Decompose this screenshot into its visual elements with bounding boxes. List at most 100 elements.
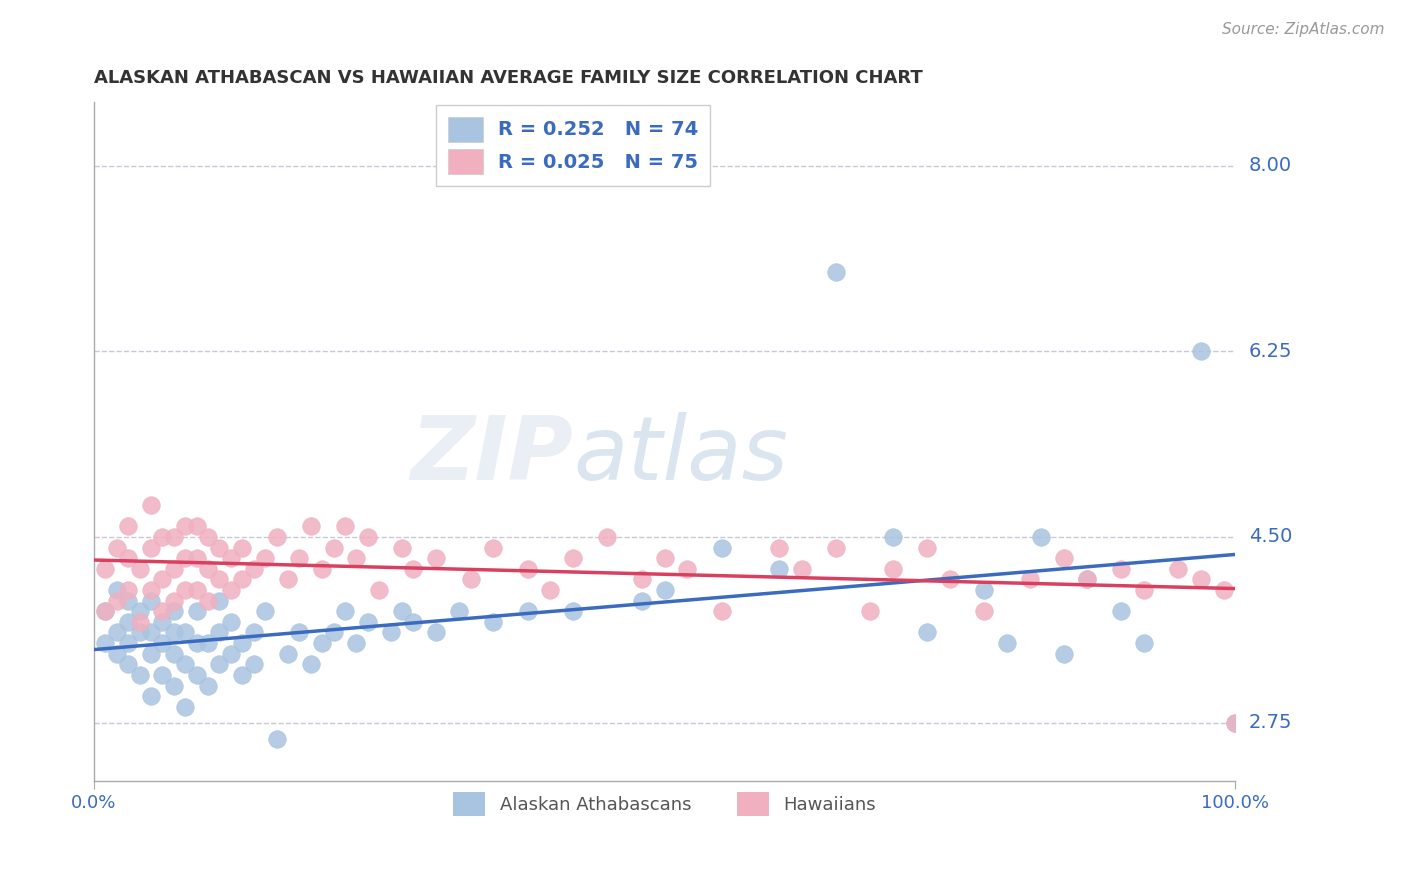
- Point: [288, 625, 311, 640]
- Point: [824, 541, 846, 555]
- Point: [538, 582, 561, 597]
- Point: [482, 615, 505, 629]
- Point: [208, 625, 231, 640]
- Point: [208, 593, 231, 607]
- Point: [186, 604, 208, 618]
- Point: [231, 636, 253, 650]
- Point: [128, 625, 150, 640]
- Point: [152, 604, 174, 618]
- Point: [562, 604, 585, 618]
- Point: [219, 615, 242, 629]
- Point: [973, 604, 995, 618]
- Point: [163, 593, 186, 607]
- Point: [460, 573, 482, 587]
- Point: [152, 573, 174, 587]
- Point: [186, 519, 208, 533]
- Point: [197, 530, 219, 544]
- Point: [596, 530, 619, 544]
- Point: [163, 647, 186, 661]
- Point: [344, 551, 367, 566]
- Point: [516, 562, 538, 576]
- Point: [117, 636, 139, 650]
- Point: [882, 562, 904, 576]
- Point: [288, 551, 311, 566]
- Point: [768, 562, 790, 576]
- Point: [208, 541, 231, 555]
- Point: [139, 625, 162, 640]
- Point: [163, 562, 186, 576]
- Text: ZIP: ZIP: [411, 411, 574, 499]
- Point: [322, 625, 344, 640]
- Point: [117, 593, 139, 607]
- Point: [824, 265, 846, 279]
- Point: [482, 541, 505, 555]
- Point: [1076, 573, 1098, 587]
- Point: [174, 625, 197, 640]
- Text: atlas: atlas: [574, 412, 789, 498]
- Point: [152, 668, 174, 682]
- Point: [128, 562, 150, 576]
- Point: [1189, 344, 1212, 359]
- Point: [449, 604, 471, 618]
- Point: [94, 604, 117, 618]
- Point: [186, 636, 208, 650]
- Text: ALASKAN ATHABASCAN VS HAWAIIAN AVERAGE FAMILY SIZE CORRELATION CHART: ALASKAN ATHABASCAN VS HAWAIIAN AVERAGE F…: [94, 69, 922, 87]
- Point: [163, 530, 186, 544]
- Point: [242, 625, 264, 640]
- Legend: Alaskan Athabascans, Hawaiians: Alaskan Athabascans, Hawaiians: [446, 785, 883, 823]
- Point: [186, 668, 208, 682]
- Point: [391, 541, 413, 555]
- Point: [231, 668, 253, 682]
- Point: [973, 582, 995, 597]
- Point: [654, 551, 676, 566]
- Point: [344, 636, 367, 650]
- Point: [139, 689, 162, 703]
- Point: [915, 625, 938, 640]
- Point: [117, 657, 139, 672]
- Point: [197, 593, 219, 607]
- Point: [357, 615, 380, 629]
- Point: [197, 636, 219, 650]
- Point: [186, 582, 208, 597]
- Point: [219, 647, 242, 661]
- Point: [630, 593, 652, 607]
- Point: [94, 604, 117, 618]
- Point: [186, 551, 208, 566]
- Point: [105, 647, 128, 661]
- Text: Source: ZipAtlas.com: Source: ZipAtlas.com: [1222, 22, 1385, 37]
- Point: [882, 530, 904, 544]
- Point: [516, 604, 538, 618]
- Point: [219, 582, 242, 597]
- Point: [139, 582, 162, 597]
- Point: [676, 562, 699, 576]
- Point: [710, 604, 733, 618]
- Point: [1018, 573, 1040, 587]
- Point: [1225, 715, 1247, 730]
- Point: [368, 582, 391, 597]
- Point: [152, 636, 174, 650]
- Point: [197, 562, 219, 576]
- Point: [128, 668, 150, 682]
- Text: 2.75: 2.75: [1249, 713, 1292, 732]
- Point: [311, 562, 333, 576]
- Text: 4.50: 4.50: [1249, 527, 1292, 547]
- Point: [163, 604, 186, 618]
- Point: [208, 657, 231, 672]
- Point: [299, 657, 322, 672]
- Point: [128, 604, 150, 618]
- Point: [208, 573, 231, 587]
- Point: [425, 551, 447, 566]
- Point: [1031, 530, 1053, 544]
- Point: [1189, 573, 1212, 587]
- Point: [139, 593, 162, 607]
- Point: [174, 582, 197, 597]
- Point: [790, 562, 813, 576]
- Point: [163, 679, 186, 693]
- Point: [254, 604, 277, 618]
- Point: [710, 541, 733, 555]
- Point: [174, 657, 197, 672]
- Point: [322, 541, 344, 555]
- Point: [105, 541, 128, 555]
- Point: [219, 551, 242, 566]
- Point: [859, 604, 882, 618]
